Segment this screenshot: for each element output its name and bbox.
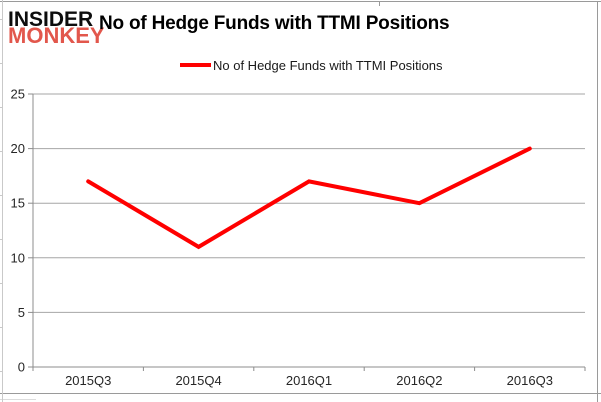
border-bottom-left-tick [0, 399, 36, 400]
border-top-line [0, 1, 601, 2]
logo-word-monkey: MONKEY [8, 23, 105, 48]
logo-word-insider: INSIDER [8, 8, 94, 31]
x-axis-label-2015Q3: 2015Q3 [65, 373, 111, 388]
legend-line-swatch-icon [180, 63, 211, 67]
y-axis-label-15: 15 [11, 196, 25, 211]
left-ruler-line [2, 0, 3, 402]
insider-monkey-logo: INSIDER MONKEY [8, 8, 105, 48]
y-axis-label-20: 20 [11, 141, 25, 156]
left-ruler-ticks [0, 19, 2, 402]
border-right-line [597, 1, 598, 402]
x-axis-label-2016Q3: 2016Q3 [507, 373, 553, 388]
legend-label: No of Hedge Funds with TTMI Positions [213, 57, 443, 73]
border-bottom-line [0, 393, 601, 394]
border-top-tick [379, 1, 380, 6]
legend: No of Hedge Funds with TTMI Positions [180, 57, 443, 73]
y-axis-label-10: 10 [11, 250, 25, 265]
y-axis-label-5: 5 [18, 305, 25, 320]
chart-title: No of Hedge Funds with TTMI Positions [99, 13, 450, 34]
x-axis-label-2016Q2: 2016Q2 [396, 373, 442, 388]
x-axis-label-2015Q4: 2015Q4 [175, 373, 221, 388]
y-axis-label-25: 25 [11, 87, 25, 102]
series-line-0 [86, 146, 532, 250]
x-axis-label-2016Q1: 2016Q1 [286, 373, 332, 388]
y-axis-label-0: 0 [18, 360, 25, 375]
